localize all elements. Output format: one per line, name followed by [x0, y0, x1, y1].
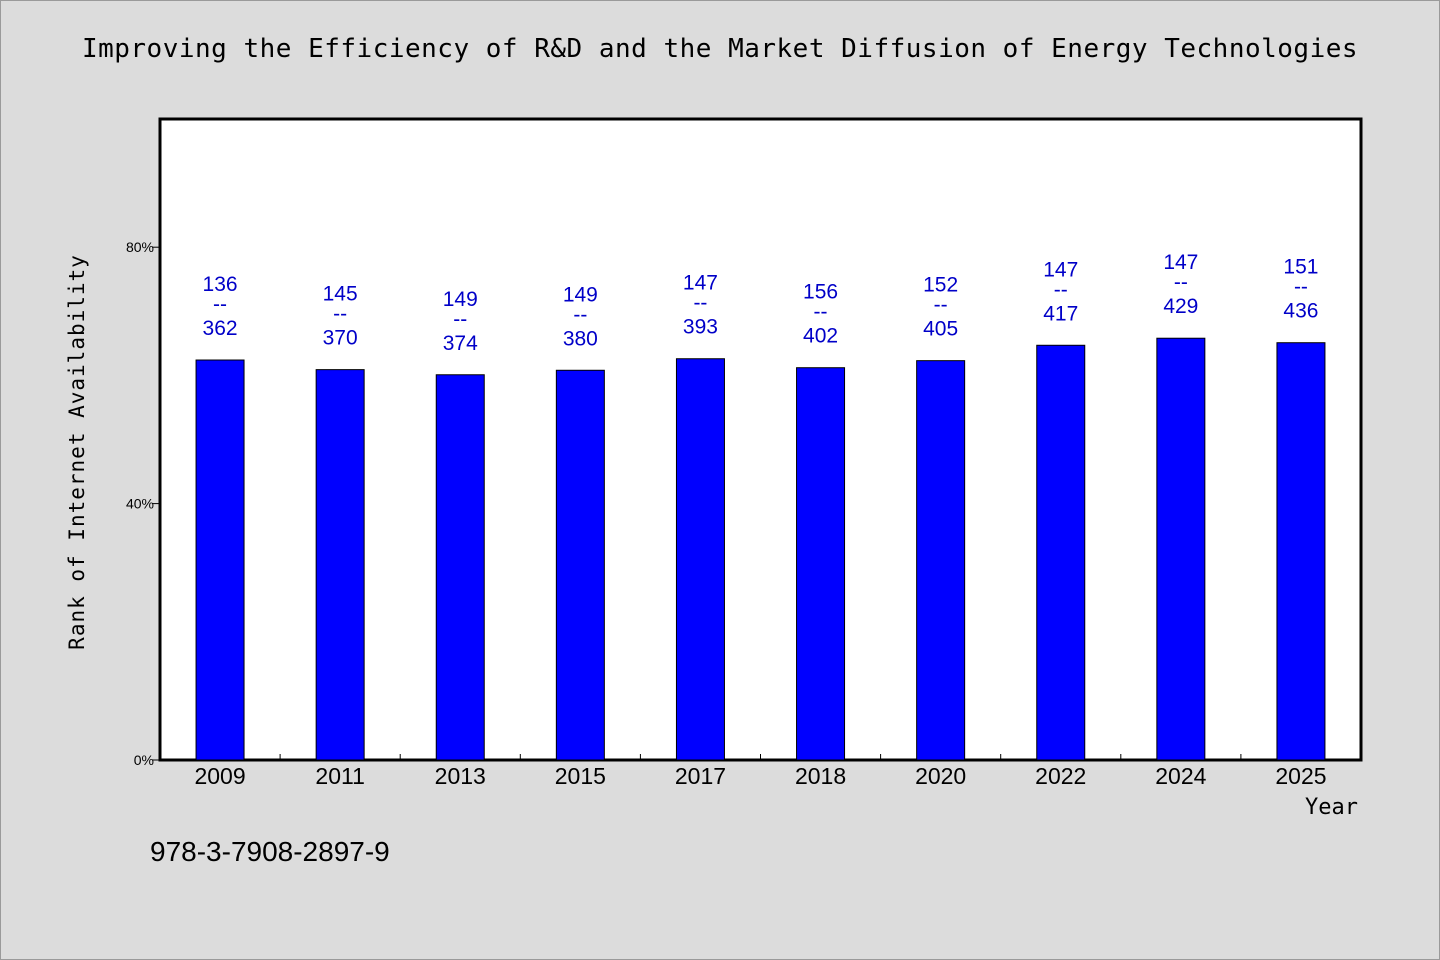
data-label-sep-2015: -- [573, 303, 587, 326]
x-tick-label-2018: 2018 [795, 763, 846, 789]
data-label-bottom-2017: 393 [683, 316, 718, 339]
data-label-sep-2011: -- [333, 303, 347, 326]
data-label-top-2011: 145 [323, 283, 358, 306]
x-tick-label-2020: 2020 [915, 763, 966, 789]
data-label-top-2022: 147 [1043, 258, 1078, 281]
data-label-bottom-2024: 429 [1163, 295, 1198, 318]
data-label-bottom-2015: 380 [563, 327, 598, 350]
data-labels: 136--362145--370149--374149--380147--393… [203, 251, 1319, 355]
x-tick-label-2011: 2011 [315, 763, 364, 789]
data-label-bottom-2022: 417 [1043, 302, 1078, 325]
bar-2009 [195, 359, 245, 761]
data-label-top-2025: 151 [1283, 256, 1318, 279]
bar-2022 [1036, 344, 1086, 761]
chart-title: Improving the Efficiency of R&D and the … [81, 34, 1359, 64]
data-label-top-2017: 147 [683, 272, 718, 295]
data-label-bottom-2020: 405 [923, 318, 958, 341]
data-label-bottom-2013: 374 [443, 332, 478, 355]
bar-2015 [555, 369, 605, 761]
data-label-sep-2009: -- [213, 293, 227, 316]
data-label-sep-2018: -- [814, 301, 828, 324]
bar-2011 [315, 369, 365, 761]
data-label-sep-2017: -- [693, 292, 707, 315]
bar-2017 [675, 358, 725, 761]
data-label-sep-2025: -- [1294, 276, 1308, 299]
y-tick-label-1: 40% [126, 496, 154, 512]
x-axis-label: Year [1305, 795, 1358, 820]
x-tick-label-2009: 2009 [194, 763, 245, 789]
x-tick-label-2022: 2022 [1035, 763, 1086, 789]
x-tick-label-2017: 2017 [675, 763, 726, 789]
data-label-top-2024: 147 [1163, 251, 1198, 274]
bar-2018 [796, 367, 846, 761]
data-label-sep-2024: -- [1174, 271, 1188, 294]
data-label-sep-2013: -- [453, 308, 467, 331]
isbn-text: 978-3-7908-2897-9 [150, 836, 390, 867]
data-label-bottom-2018: 402 [803, 325, 838, 348]
x-tick-label-2015: 2015 [555, 763, 606, 789]
y-tick-label-2: 80% [126, 239, 154, 255]
bar-2013 [435, 374, 485, 761]
bar-2020 [916, 360, 966, 761]
data-label-top-2020: 152 [923, 274, 958, 297]
bar-2025 [1276, 342, 1326, 761]
data-label-top-2015: 149 [563, 283, 598, 306]
data-label-top-2013: 149 [443, 288, 478, 311]
data-label-top-2018: 156 [803, 281, 838, 304]
x-ticks: 2009 2011 2013 2015 2017 2018 2020 2022 2024 2025 [194, 754, 1327, 789]
x-tick-label-2024: 2024 [1155, 763, 1206, 789]
y-tick-label-0: 0% [134, 752, 154, 768]
y-ticks: 0% 40% 80% [126, 239, 160, 768]
data-label-sep-2022: -- [1054, 278, 1068, 301]
data-label-bottom-2025: 436 [1283, 300, 1318, 323]
bars [195, 337, 1326, 761]
data-label-sep-2020: -- [934, 294, 948, 317]
bar-2024 [1156, 337, 1206, 761]
data-label-bottom-2011: 370 [323, 327, 358, 350]
x-tick-label-2013: 2013 [435, 763, 486, 789]
x-tick-label-2025: 2025 [1275, 763, 1326, 789]
data-label-bottom-2009: 362 [203, 317, 238, 340]
data-label-top-2009: 136 [203, 273, 238, 296]
